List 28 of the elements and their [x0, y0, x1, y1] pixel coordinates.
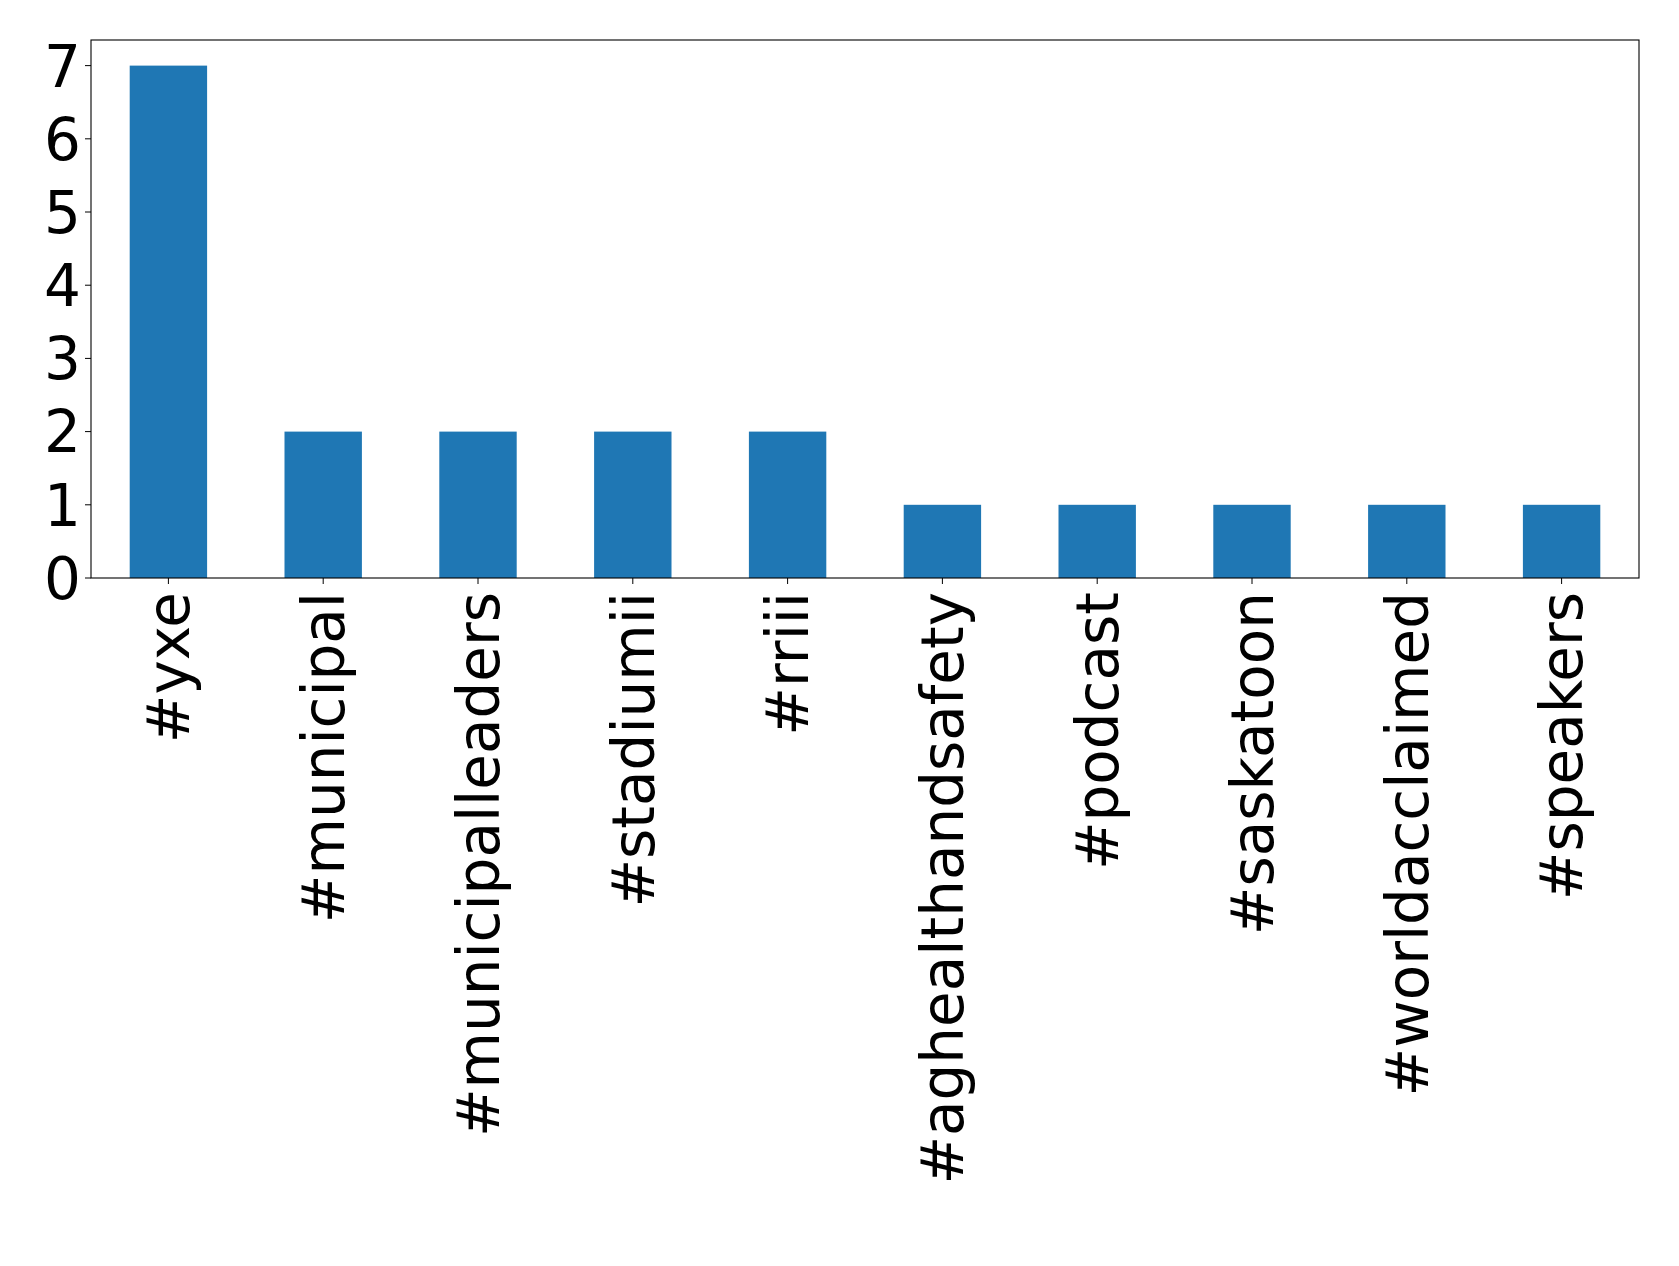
x-tick-label: #aghealthandsafety [909, 592, 978, 1185]
x-tick-label: #yxe [135, 592, 204, 744]
x-tick-label: #rriii [754, 592, 823, 736]
bar [1213, 504, 1291, 578]
bar [748, 431, 827, 578]
y-tick-label: 1 [44, 471, 81, 540]
bar [439, 431, 517, 578]
y-tick-label: 5 [44, 178, 81, 247]
x-tick-label: #municipalleaders [444, 592, 513, 1138]
bar [284, 431, 362, 578]
bar [1522, 504, 1601, 578]
bar [1368, 504, 1446, 578]
y-tick-label: 3 [44, 325, 81, 394]
x-tick-label: #speakers [1528, 592, 1597, 901]
bar [129, 65, 208, 578]
y-tick-label: 7 [44, 32, 81, 101]
y-tick-label: 2 [44, 398, 81, 467]
y-tick-label: 6 [44, 105, 81, 174]
bar [1058, 504, 1136, 578]
x-tick-label: #saskatoon [1218, 592, 1287, 936]
bar [903, 504, 982, 578]
y-tick-label: 0 [44, 544, 81, 613]
x-tick-label: #stadiumii [599, 592, 668, 908]
x-tick-label: #worldacclaimed [1373, 592, 1442, 1097]
y-tick-label: 4 [44, 252, 81, 321]
x-tick-label: #municipal [290, 592, 359, 924]
x-tick-label: #podcast [1064, 592, 1133, 871]
bar [594, 431, 672, 578]
